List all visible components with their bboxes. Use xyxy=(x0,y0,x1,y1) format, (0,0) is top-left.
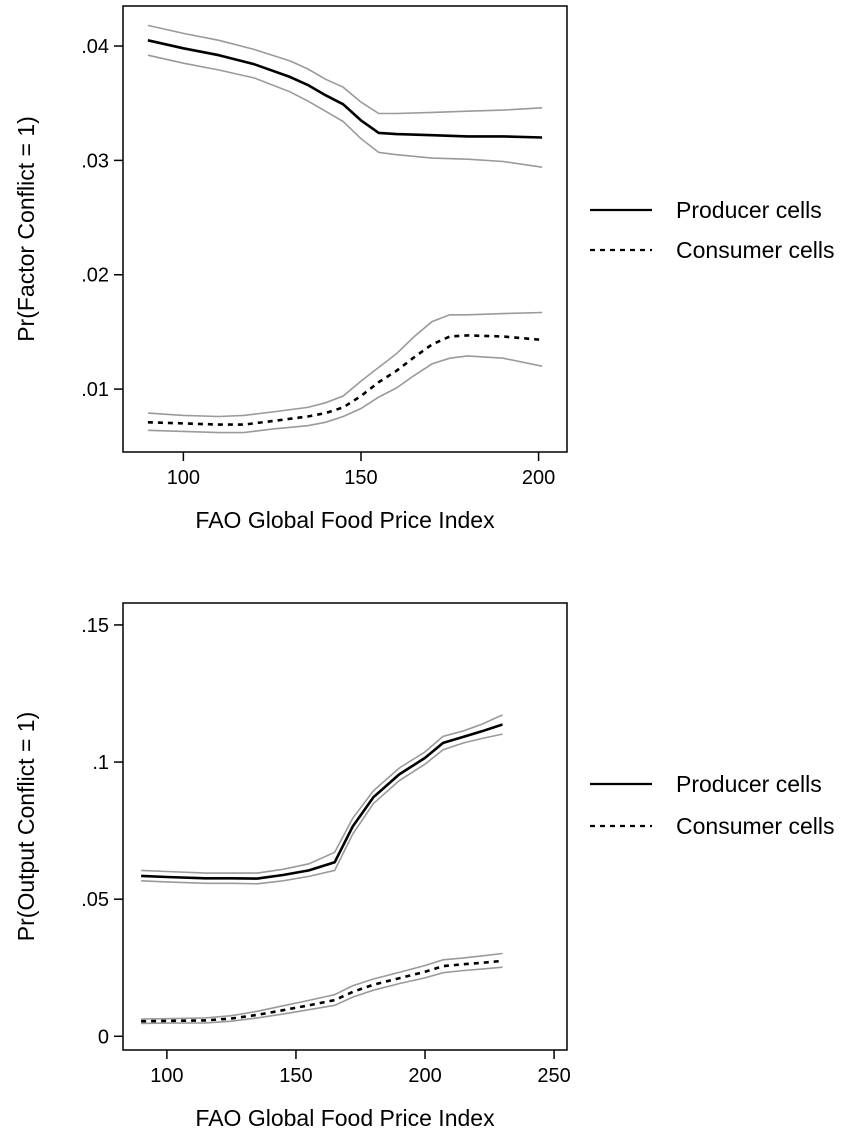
series-2-upper-ci-line xyxy=(141,952,503,1020)
legend-label: Consumer cells xyxy=(676,813,835,839)
x-axis-title: FAO Global Food Price Index xyxy=(195,507,495,533)
x-tick-label: 150 xyxy=(279,1065,312,1087)
x-tick-label: 150 xyxy=(344,467,377,489)
y-tick-label: .02 xyxy=(81,265,109,287)
legend: Producer cells Consumer cells xyxy=(590,197,835,263)
x-tick-label: 100 xyxy=(167,467,200,489)
series-2-lower-ci-line xyxy=(147,355,543,434)
legend-label: Producer cells xyxy=(676,197,822,223)
y-tick-label: .15 xyxy=(81,615,109,637)
x-tick-label: 200 xyxy=(408,1065,441,1087)
x-tick-label: 100 xyxy=(150,1065,183,1087)
legend: Producer cells Consumer cells xyxy=(590,771,835,839)
plot-frame xyxy=(122,602,568,1051)
legend-label: Consumer cells xyxy=(676,237,835,263)
y-tick-label: 0 xyxy=(98,1026,109,1048)
series-1-lower-ci-line xyxy=(147,54,543,168)
y-tick-label: .04 xyxy=(81,36,109,58)
x-tick-label: 250 xyxy=(537,1065,570,1087)
chart-panel-1: 100 150 200 .01 .02 .03 .04 FAO Global Food Pri… xyxy=(13,5,835,533)
y-axis-title: Pr(Factor Conflict = 1) xyxy=(13,116,39,342)
y-axis-title: Pr(Output Conflict = 1) xyxy=(13,712,39,941)
series-line-producer-cells xyxy=(147,39,543,139)
y-tick-label: .03 xyxy=(81,150,109,172)
series-1-upper-ci-line xyxy=(147,24,543,115)
series-2-lower-ci-line xyxy=(141,966,503,1025)
series-line-consumer-cells xyxy=(141,959,503,1023)
x-tick-label: 200 xyxy=(522,467,555,489)
plot-frame xyxy=(122,5,568,453)
series-2-upper-ci-line xyxy=(147,311,543,418)
chart-panel-2: 100 150 200 250 0 .05 .1 .15 FAO Global Food Pri… xyxy=(13,602,835,1131)
y-tick-label: .05 xyxy=(81,889,109,911)
series-1-lower-ci-line xyxy=(141,733,503,885)
y-tick-label: .1 xyxy=(92,752,109,774)
x-axis-title: FAO Global Food Price Index xyxy=(195,1105,495,1131)
series-line-consumer-cells xyxy=(147,334,543,426)
series-line-producer-cells xyxy=(141,723,503,880)
y-tick-label: .01 xyxy=(81,379,109,401)
legend-label: Producer cells xyxy=(676,771,822,797)
series-1-upper-ci-line xyxy=(141,714,503,874)
